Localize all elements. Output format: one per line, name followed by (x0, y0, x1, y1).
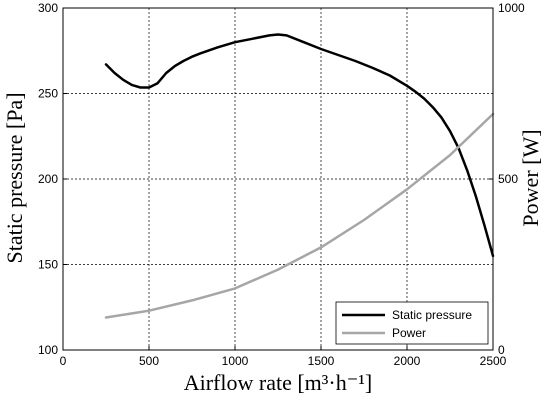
x-tick-label: 500 (139, 354, 159, 368)
y-axis-right-label: Power [W] (518, 129, 543, 226)
legend-label-static-pressure: Static pressure (392, 308, 472, 322)
y-left-tick-label: 300 (38, 1, 58, 15)
legend: Static pressure Power (335, 301, 489, 345)
y-left-tick-label: 100 (38, 343, 58, 357)
y-right-tick-label: 500 (498, 172, 518, 186)
x-axis-label: Airflow rate [m³·h⁻¹] (184, 370, 373, 395)
legend-label-power: Power (392, 326, 426, 340)
x-tick-label: 2000 (394, 354, 421, 368)
x-tick-label: 1000 (222, 354, 249, 368)
series-line-static-pressure (104, 33, 495, 258)
y-left-tick-label: 250 (38, 87, 58, 101)
series-lines (104, 33, 495, 319)
x-tick-label: 2500 (480, 354, 507, 368)
y-left-tick-label: 200 (38, 172, 58, 186)
series-line-power (104, 112, 495, 319)
y-right-tick-label: 1000 (498, 1, 525, 15)
tick-labels: 0 500 1000 1500 2000 2500 100 150 200 250 300 0 500 1… (38, 1, 525, 368)
x-tick-label: 1500 (308, 354, 335, 368)
grid-lines (63, 8, 493, 350)
legend-box (335, 301, 489, 345)
x-tick-label: 0 (60, 354, 67, 368)
y-right-tick-label: 0 (498, 343, 505, 357)
y-axis-left-label: Static pressure [Pa] (2, 92, 27, 263)
y-left-tick-label: 150 (38, 258, 58, 272)
